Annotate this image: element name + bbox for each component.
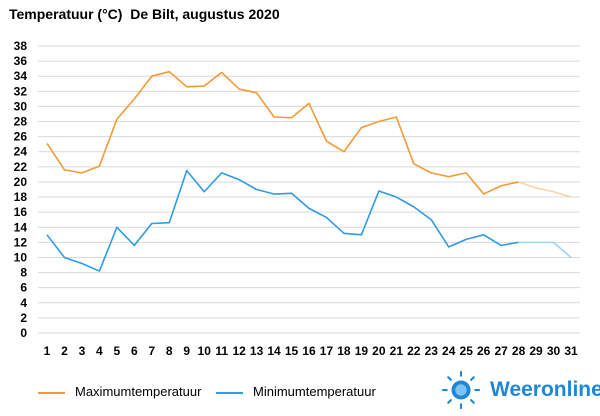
x-tick-label: 28	[512, 344, 526, 358]
x-axis-tick-labels: 1 2 3 4 5 6 7 8 9 10 11 12 13 14 15 16 17 18 19 20 21 22 23 24 2…	[44, 344, 578, 358]
x-tick-label: 29	[529, 344, 543, 358]
x-tick-label: 21	[390, 344, 404, 358]
y-tick-label: 28	[14, 115, 28, 129]
series-forecast-line-max	[518, 181, 572, 198]
x-tick-label: 9	[183, 344, 190, 358]
x-tick-label: 24	[442, 344, 456, 358]
x-tick-label: 2	[61, 344, 68, 358]
y-tick-label: 6	[20, 281, 27, 295]
y-tick-label: 22	[14, 160, 28, 174]
y-tick-label: 24	[14, 145, 28, 159]
x-tick-label: 30	[547, 344, 561, 358]
y-tick-label: 12	[14, 235, 28, 249]
x-tick-label: 11	[215, 344, 228, 358]
series-line-max	[46, 70, 519, 195]
x-tick-label: 12	[232, 344, 246, 358]
x-tick-label: 10	[198, 344, 212, 358]
y-tick-label: 16	[14, 205, 28, 219]
y-tick-label: 2	[20, 311, 27, 325]
legend-label-max: Maximumtemperatuur	[75, 384, 202, 399]
x-tick-label: 1	[44, 344, 51, 358]
sun-logo-icon	[441, 370, 481, 410]
x-tick-label: 20	[372, 344, 386, 358]
x-tick-label: 19	[355, 344, 369, 358]
x-tick-label: 14	[267, 344, 281, 358]
x-tick-label: 26	[477, 344, 491, 358]
y-tick-label: 30	[14, 99, 28, 113]
y-tick-label: 36	[14, 54, 28, 68]
x-tick-label: 8	[166, 344, 173, 358]
grid-lines	[38, 45, 580, 334]
y-tick-label: 26	[14, 130, 28, 144]
series-forecast-line-min	[518, 241, 572, 259]
y-tick-label: 14	[14, 220, 28, 234]
series-line-min	[46, 169, 519, 272]
x-tick-label: 6	[131, 344, 138, 358]
legend-swatch-min	[216, 391, 243, 394]
series-lines	[46, 70, 572, 272]
y-tick-label: 20	[14, 175, 28, 189]
legend-item-min: Minimumtemperatuur	[216, 384, 376, 399]
x-tick-label: 3	[79, 344, 86, 358]
y-tick-label: 4	[20, 296, 27, 310]
x-tick-label: 31	[564, 344, 578, 358]
y-tick-label: 10	[14, 250, 28, 264]
x-tick-label: 22	[407, 344, 421, 358]
y-tick-label: 8	[20, 266, 27, 280]
x-tick-label: 5	[114, 344, 121, 358]
y-tick-label: 18	[14, 190, 28, 204]
legend-label-min: Minimumtemperatuur	[253, 384, 376, 399]
x-tick-label: 13	[250, 344, 264, 358]
y-tick-label: 38	[14, 39, 28, 53]
legend-item-max: Maximumtemperatuur	[38, 384, 201, 399]
x-tick-label: 27	[494, 344, 508, 358]
brand-name: Weeronline	[490, 378, 600, 401]
x-tick-label: 25	[460, 344, 474, 358]
x-tick-label: 4	[96, 344, 103, 358]
x-tick-label: 16	[302, 344, 316, 358]
legend-swatch-max	[38, 391, 65, 394]
y-tick-label: 34	[14, 69, 28, 83]
x-tick-label: 17	[320, 344, 334, 358]
x-tick-label: 23	[425, 344, 439, 358]
chart-title: Temperatuur (°C) De Bilt, augustus 2020	[9, 6, 280, 22]
y-tick-label: 0	[20, 326, 27, 340]
x-tick-label: 7	[148, 344, 155, 358]
x-tick-label: 15	[285, 344, 299, 358]
y-tick-label: 32	[14, 84, 28, 98]
x-tick-label: 18	[337, 344, 351, 358]
